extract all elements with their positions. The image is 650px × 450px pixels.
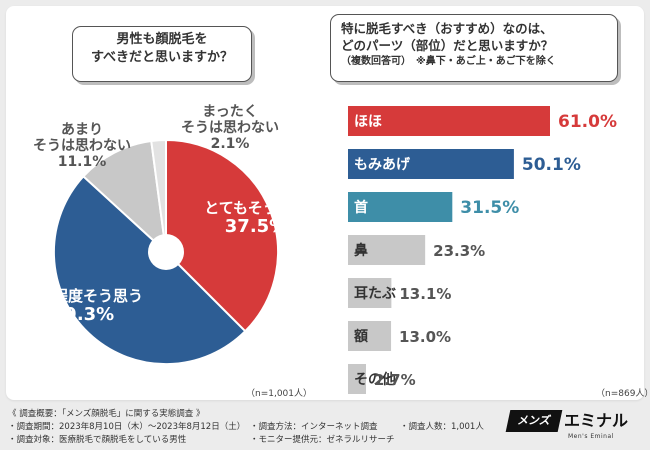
pie-label-somewhat: ある程度そう思う 49.3% [8, 287, 158, 326]
pie-slice-2 [81, 139, 168, 255]
pie-value-text: 37.5% [224, 216, 288, 238]
logo-box-text: メンズ [505, 410, 563, 432]
pie-value-text: 49.3% [51, 304, 115, 326]
pie-label-text: とてもそう思う [204, 199, 308, 217]
bar-4 [348, 278, 392, 308]
bar-2 [348, 192, 453, 222]
bar-value-label-3: 23.3% [433, 242, 485, 260]
bar-question-line-1: 特に脱毛すべき（おすすめ）なのは、 [341, 21, 553, 36]
pie-question-box: 男性も顔脱毛を すべきだと思いますか？ [72, 26, 252, 82]
logo-tagline: Men's Eminal [568, 433, 614, 440]
bar-category-label-4: 耳たぶ [354, 286, 396, 302]
pie-slice-3 [150, 138, 167, 253]
bar-value-label-6: 2.7% [374, 371, 416, 389]
bar-category-label-3: 鼻 [354, 242, 368, 259]
footer-period: ・調査期間：2023年8月10日（木）〜2023年8月12日（土） [8, 422, 246, 432]
pie-sample-size: （n=1,001人） [246, 389, 313, 399]
pie-question-line-1: 男性も顔脱毛を [116, 32, 208, 47]
logo-name: エミナル [564, 411, 629, 430]
pie-center-hole [148, 234, 184, 270]
bar-0 [348, 106, 550, 136]
bar-value-label-2: 31.5% [460, 198, 519, 218]
pie-label-not-at-all: まったく そうは思わない 2.1% [170, 104, 290, 152]
footer-method: ・調査方法：インターネット調査 [250, 422, 378, 432]
bar-1 [348, 149, 514, 179]
bar-category-label-0: ほほ [354, 114, 382, 130]
bar-category-label-1: もみあげ [354, 157, 411, 173]
pie-label-line: そうは思わない [181, 120, 279, 137]
bar-value-label-1: 50.1% [522, 155, 581, 175]
pie-label-text: ある程度そう思う [22, 287, 143, 305]
footer-target: ・調査対象：医療脱毛で顔脱毛をしている男性 [8, 435, 187, 445]
pie-label-line: あまり [61, 122, 103, 138]
pie-value-text: 2.1% [210, 136, 250, 153]
bar-6 [348, 364, 366, 394]
footer-overview: 《 調査概要：「メンズ顔脱毛」に関する実態調査 》 [8, 409, 205, 419]
footer-provider: ・モニター提供元：ゼネラルリサーチ [250, 435, 395, 445]
pie-label-very-much: とてもそう思う 37.5% [186, 199, 326, 238]
bar-question-line-2: どのパーツ（部位）だと思いますか？ [341, 37, 554, 53]
pie-label-line: まったく [202, 104, 258, 120]
pie-value-text: 11.1% [57, 154, 107, 171]
bar-value-label-0: 61.0% [558, 112, 617, 132]
bar-category-label-2: 首 [354, 199, 368, 216]
bar-5 [348, 321, 392, 351]
bar-category-label-6: その他 [354, 371, 396, 388]
pie-label-not-really: あまり そうは思わない 11.1% [22, 122, 142, 170]
bar-value-label-4: 13.1% [399, 285, 451, 303]
bar-category-label-5: 額 [353, 328, 368, 345]
footer-count: ・調査人数：1,001人 [400, 422, 484, 432]
pie-slice-1 [52, 174, 247, 366]
pie-label-line: そうは思わない [33, 138, 131, 155]
bar-sample-size: （n=869人） [596, 389, 650, 399]
brand-logo: メンズ エミナル Men's Eminal [505, 410, 638, 442]
bar-3 [348, 235, 426, 265]
bar-value-label-5: 13.0% [399, 328, 451, 346]
pie-slice-0 [165, 138, 280, 333]
bar-question-note: （複数回答可） ※鼻下・あご上・あご下を除く [341, 55, 556, 67]
bar-question-box: 特に脱毛すべき（おすすめ）なのは、 どのパーツ（部位）だと思いますか？ （複数回… [330, 14, 618, 82]
pie-question-line-2: すべきだと思いますか？ [90, 49, 234, 65]
